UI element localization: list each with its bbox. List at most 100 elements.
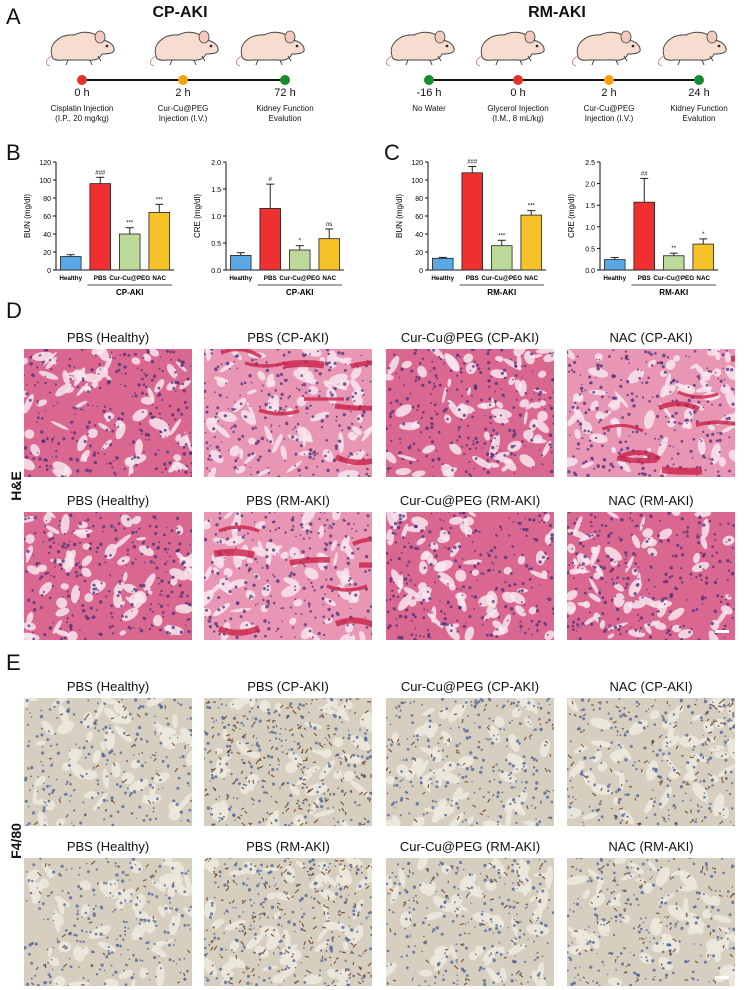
he-stain-image [386, 512, 554, 640]
y-tick-label: 2.5 [585, 160, 595, 167]
panel-label-d: D [6, 298, 22, 323]
bun-chart-rm-aki: BUN (mg/dl) 0 20 40 60 80 100 120 Healthy ### PBS *… [395, 160, 546, 297]
timeline-dot [77, 75, 87, 85]
y-tick-label: 1.0 [211, 214, 221, 221]
y-tick-label: 1.0 [585, 225, 595, 232]
group-label: CP-AKI [116, 288, 144, 297]
image-title: NAC (CP-AKI) [609, 330, 693, 345]
significance-label: ** [671, 246, 676, 252]
timeline-label: Glycerol Injection (I.M., 8 mL/kg) [473, 104, 563, 124]
category-label: Healthy [59, 275, 82, 282]
y-tick-label: 100 [411, 178, 423, 185]
image-title: PBS (Healthy) [66, 839, 150, 854]
bar [461, 172, 483, 271]
category-label: Cur-Cu@PEG [279, 275, 320, 282]
significance-label: ### [95, 170, 106, 176]
he-stain-image [386, 349, 554, 477]
timeline-label-line: Injection (I.V.) [584, 114, 634, 123]
y-tick-label: 0 [47, 268, 51, 275]
f480-stain-image [204, 698, 372, 826]
y-tick-label: 1.5 [585, 203, 595, 210]
cre-chart-cp-aki: CRE (mg/dl) 0.0 0.5 1.0 1.5 2.0 Healthy # PBS * Cu… [193, 160, 344, 297]
timeline-label: Cur-Cu@PEG Injection (I.V.) [138, 104, 228, 124]
bar [633, 201, 655, 271]
scale-bar [715, 630, 729, 633]
timeline-label: Kidney Function Evalution [240, 104, 330, 124]
y-axis-label: BUN (mg/dl) [395, 194, 404, 238]
he-row-label: H&E [8, 471, 24, 501]
category-label: Cur-Cu@PEG [481, 275, 522, 282]
significance-label: # [269, 177, 273, 183]
cre-chart-rm-aki: CRE (mg/dl) 0.0 0.5 1.0 1.5 2.0 2.5 Healthy ## PB… [567, 160, 718, 297]
bar [520, 214, 542, 271]
timeline-title: CP-AKI [152, 4, 208, 21]
timeline-time: -16 h [416, 87, 442, 99]
bar [432, 257, 454, 271]
timeline-axis [429, 79, 701, 81]
image-title: PBS (CP-AKI) [247, 330, 329, 345]
image-title: PBS (RM-AKI) [246, 493, 330, 508]
category-label: NAC [696, 275, 710, 282]
mouse-illustration [656, 26, 730, 73]
timeline-label-line: No Water [412, 104, 446, 113]
timeline-label-line: Cur-Cu@PEG [583, 104, 635, 113]
timeline-time: 72 h [274, 87, 296, 99]
category-label: NAC [524, 275, 538, 282]
panel-label-a: A [6, 4, 21, 29]
significance-label: ### [467, 160, 478, 166]
y-tick-label: 1.5 [211, 187, 221, 194]
image-title: PBS (Healthy) [66, 493, 150, 508]
timeline-time: 24 h [688, 87, 710, 99]
significance-label: *** [498, 233, 506, 239]
bun-chart-cp-aki: BUN (mg/dl) 0 20 40 60 80 100 120 Healthy ### PBS *… [23, 160, 174, 297]
timeline-dot [178, 75, 188, 85]
bar [60, 256, 82, 271]
he-stain-image [24, 349, 192, 477]
he-stain-image [567, 349, 735, 477]
y-tick-label: 0.5 [585, 246, 595, 253]
scale-bar [715, 976, 729, 979]
timeline-label-line: Evalution [682, 114, 716, 123]
f480-stain-image [386, 698, 554, 826]
category-label: Healthy [431, 275, 454, 282]
timeline-label: No Water [384, 104, 474, 114]
image-title: PBS (RM-AKI) [246, 839, 330, 854]
mouse-illustration [570, 26, 644, 73]
timeline-dot [280, 75, 290, 85]
y-tick-label: 120 [39, 160, 51, 167]
category-label: Cur-Cu@PEG [109, 275, 150, 282]
group-label: RM-AKI [659, 288, 688, 297]
group-label: RM-AKI [487, 288, 516, 297]
y-tick-label: 20 [415, 250, 423, 257]
he-stain-image [204, 349, 372, 477]
f480-row-label: F4/80 [8, 823, 24, 859]
y-axis-label: BUN (mg/dl) [23, 194, 32, 238]
category-label: Healthy [603, 275, 626, 282]
y-tick-label: 2.0 [585, 182, 595, 189]
timeline-label-line: Kidney Function [670, 104, 728, 113]
bar [604, 259, 626, 271]
significance-label: * [702, 232, 705, 238]
mouse-illustration [384, 26, 458, 73]
image-title: PBS (Healthy) [66, 679, 150, 694]
significance-label: ## [641, 171, 648, 177]
f480-stain-image [204, 858, 372, 986]
mouse-illustration [148, 26, 222, 73]
timeline-dot [604, 75, 614, 85]
timeline-time: 2 h [175, 87, 191, 99]
category-label: NAC [322, 275, 336, 282]
bar [119, 233, 141, 271]
bar [491, 245, 513, 271]
timeline-label: Cur-Cu@PEG Injection (I.V.) [564, 104, 654, 124]
y-tick-label: 40 [43, 232, 51, 239]
timeline-dot [424, 75, 434, 85]
y-tick-label: 80 [415, 196, 423, 203]
timeline-label-line: Cisplatin Injection [50, 104, 114, 113]
image-title: PBS (CP-AKI) [247, 679, 329, 694]
mouse-illustration [234, 26, 308, 73]
he-stain-image [204, 512, 372, 640]
timeline-dot [513, 75, 523, 85]
panel-label-b: B [6, 140, 21, 165]
panel-label-e: E [6, 650, 21, 675]
bar [692, 243, 714, 271]
